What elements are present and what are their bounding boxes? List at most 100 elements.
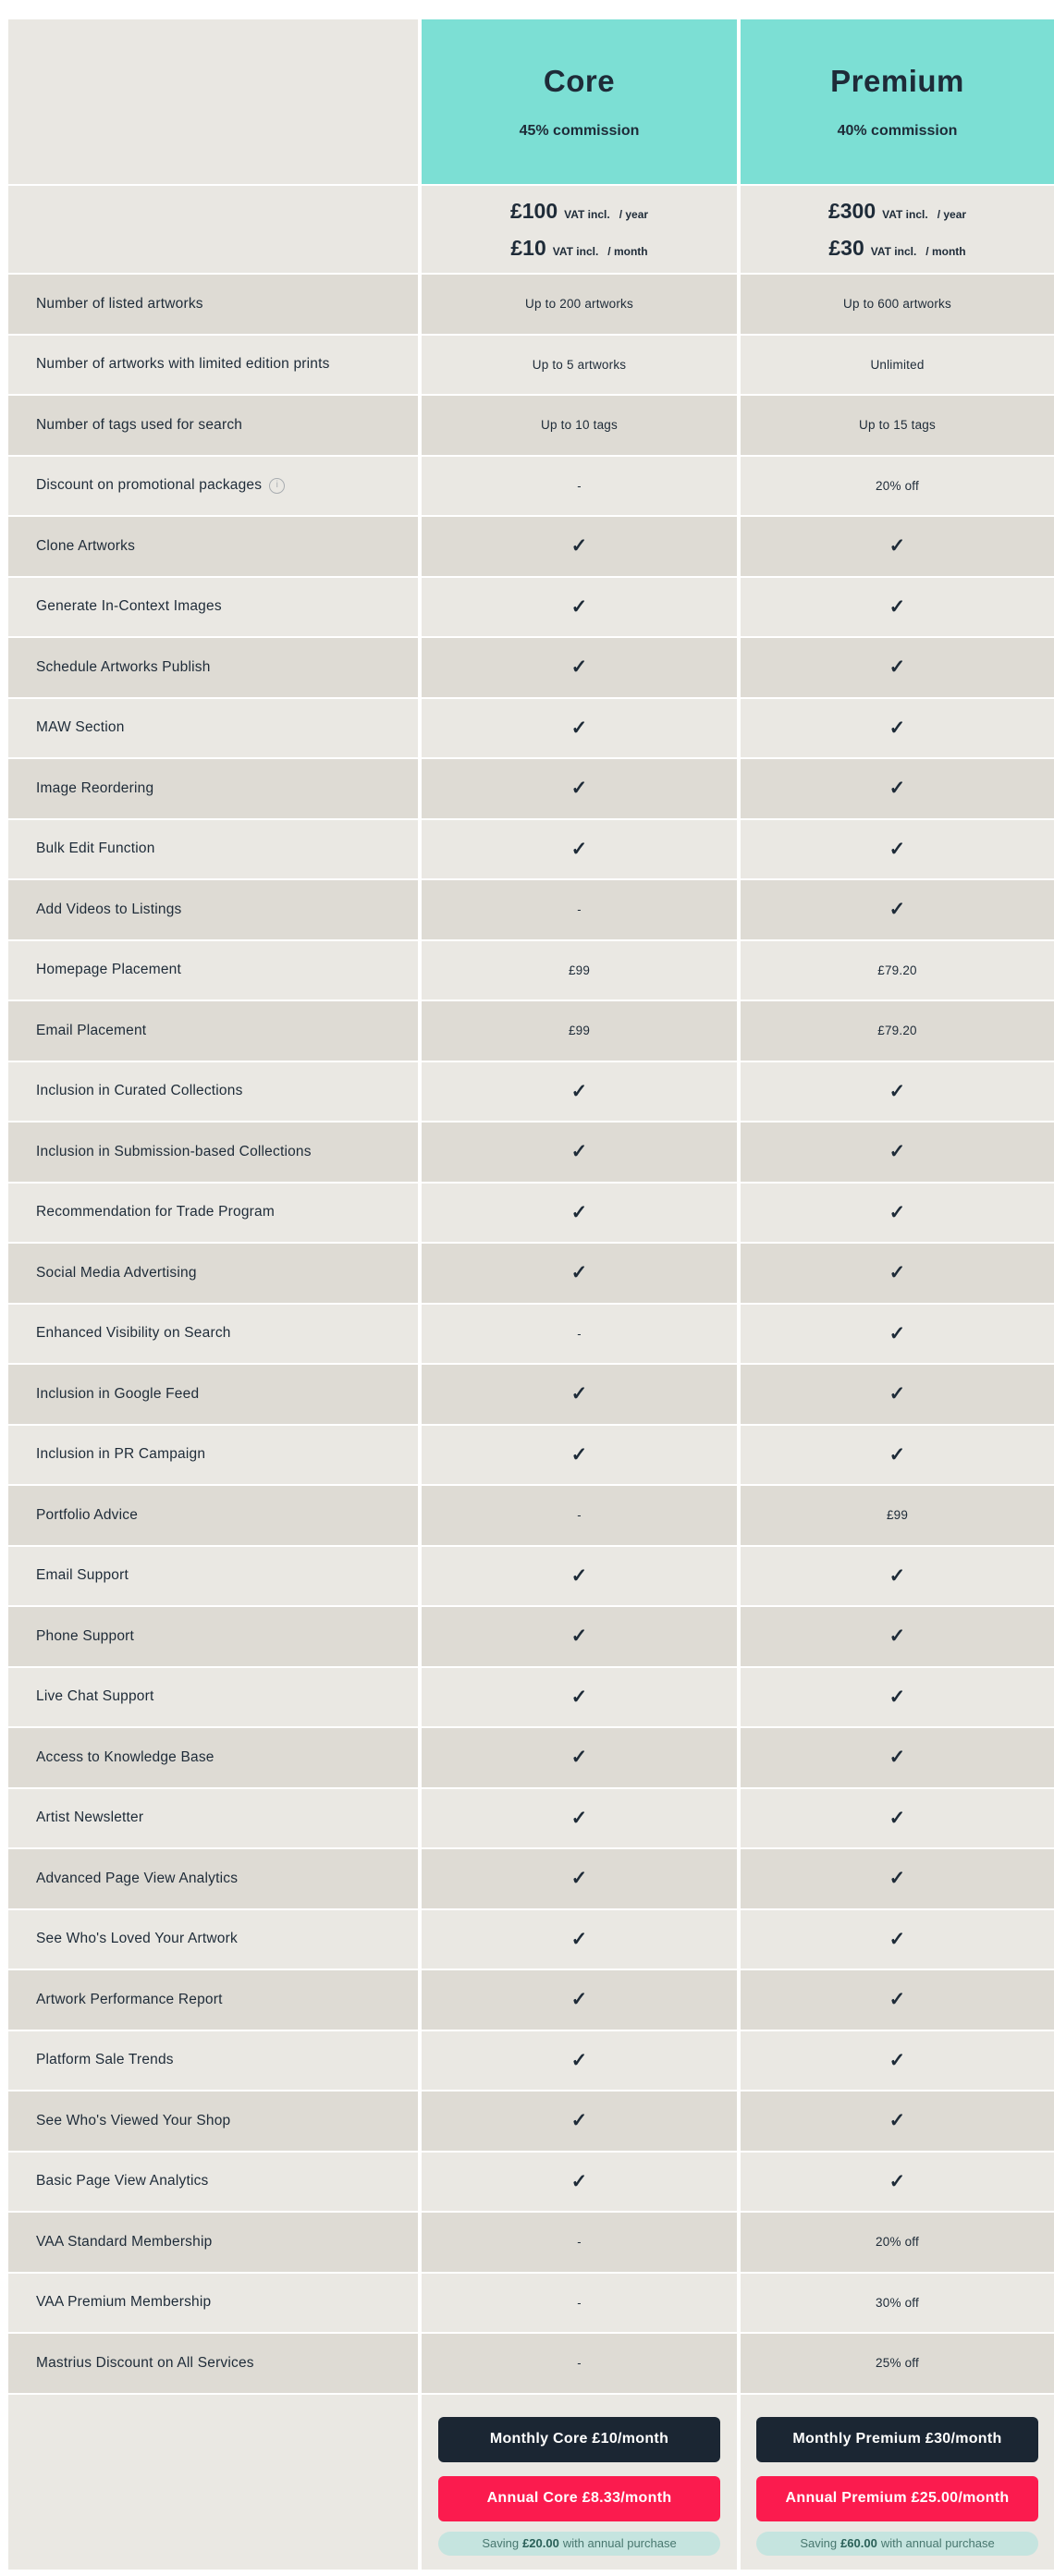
table-row: Number of artworks with limited edition … (8, 335, 1054, 394)
core-value: ✓ (570, 1141, 588, 1163)
feature-label: Email Support (36, 1567, 129, 1584)
feature-label: Schedule Artworks Publish (36, 658, 211, 675)
premium-value-cell: ✓ (741, 1304, 1054, 1363)
premium-value: ✓ (889, 1322, 906, 1344)
table-row: Number of listed artworks Up to 200 artw… (8, 275, 1054, 334)
premium-value-cell: 30% off (741, 2273, 1054, 2332)
core-value: £99 (568, 963, 591, 977)
premium-value: 20% off (876, 478, 919, 493)
core-value: ✓ (570, 1564, 588, 1587)
feature-label-cell: Platform Sale Trends (8, 2030, 418, 2090)
core-value-cell: Up to 200 artworks (422, 275, 737, 334)
core-value: - (577, 902, 582, 917)
feature-label-cell: Number of artworks with limited edition … (8, 335, 418, 394)
premium-value-cell: ✓ (741, 1244, 1054, 1303)
premium-value-cell: ✓ (741, 759, 1054, 818)
premium-value-cell: ✓ (741, 698, 1054, 757)
core-value-cell: Up to 5 artworks (422, 335, 737, 394)
feature-label: Homepage Placement (36, 962, 181, 978)
plan-commission-core: 45% commission (519, 123, 640, 139)
premium-value-cell: ✓ (741, 577, 1054, 636)
feature-label: Inclusion in PR Campaign (36, 1446, 206, 1463)
feature-label: Artist Newsletter (36, 1809, 144, 1826)
annual-core-button[interactable]: Annual Core £8.33/month (438, 2475, 720, 2521)
core-value: ✓ (570, 1080, 588, 1102)
saving-amount: £60.00 (840, 2536, 877, 2550)
premium-value-cell: ✓ (741, 1728, 1054, 1787)
core-value-cell: ✓ (422, 759, 737, 818)
premium-value-cell: ✓ (741, 1849, 1054, 1908)
core-value-cell: ✓ (422, 1425, 737, 1484)
table-row: Access to Knowledge Base ✓ ✓ (8, 1728, 1054, 1787)
feature-label-cell: Image Reordering (8, 759, 418, 818)
feature-label: See Who's Viewed Your Shop (36, 2112, 231, 2128)
price-note: VAT incl. (882, 207, 928, 221)
feature-label: MAW Section (36, 719, 125, 736)
core-value-cell: ✓ (422, 1607, 737, 1666)
plan-header-premium: Premium 40% commission (741, 19, 1054, 184)
table-row: Bulk Edit Function ✓ ✓ (8, 819, 1054, 878)
feature-label-cell: Basic Page View Analytics (8, 2152, 418, 2211)
feature-label-cell: Live Chat Support (8, 1667, 418, 1726)
feature-label: Inclusion in Google Feed (36, 1385, 200, 1402)
feature-label-cell: Inclusion in PR Campaign (8, 1425, 418, 1484)
premium-value: ✓ (889, 535, 906, 558)
core-value-cell: ✓ (422, 1970, 737, 2030)
core-value: ✓ (570, 656, 588, 679)
price-amount: £100 (509, 198, 558, 223)
table-row: Generate In-Context Images ✓ ✓ (8, 577, 1054, 636)
info-icon[interactable]: i (269, 477, 286, 494)
premium-value-cell: 20% off (741, 456, 1054, 515)
cta-row: Monthly Core £10/month Annual Core £8.33… (8, 2394, 1054, 2570)
price-note: VAT incl. (552, 244, 599, 258)
core-value: - (577, 1326, 582, 1341)
monthly-premium-button[interactable]: Monthly Premium £30/month (756, 2416, 1038, 2462)
premium-value-cell: ✓ (741, 1061, 1054, 1121)
feature-label-cell: Homepage Placement (8, 940, 418, 1000)
price-month-core: £10 VAT incl. / month (510, 236, 647, 261)
feature-label-cell: Access to Knowledge Base (8, 1728, 418, 1787)
feature-label: Inclusion in Submission-based Collection… (36, 1143, 312, 1159)
feature-label: Generate In-Context Images (36, 598, 222, 615)
feature-label: See Who's Loved Your Artwork (36, 1931, 238, 1947)
core-value-cell: - (422, 1486, 737, 1545)
saving-suffix: with annual purchase (562, 2536, 677, 2550)
core-value: ✓ (570, 1868, 588, 1890)
plan-commission-premium: 40% commission (837, 123, 958, 139)
premium-value: ✓ (889, 778, 906, 800)
premium-value: ✓ (889, 717, 906, 739)
premium-value: ✓ (889, 1080, 906, 1102)
core-value: ✓ (570, 778, 588, 800)
feature-label: Access to Knowledge Base (36, 1748, 214, 1765)
annual-premium-button[interactable]: Annual Premium £25.00/month (756, 2475, 1038, 2521)
premium-value: 30% off (876, 2295, 919, 2310)
core-value-cell: £99 (422, 940, 737, 1000)
core-value: ✓ (570, 1625, 588, 1648)
monthly-core-button[interactable]: Monthly Core £10/month (438, 2416, 720, 2462)
premium-value-cell: ✓ (741, 1425, 1054, 1484)
core-value-cell: ✓ (422, 1365, 737, 1424)
feature-label-cell: Artwork Performance Report (8, 1970, 418, 2030)
table-row: Basic Page View Analytics ✓ ✓ (8, 2152, 1054, 2211)
table-row: VAA Standard Membership - 20% off (8, 2213, 1054, 2272)
feature-label: Enhanced Visibility on Search (36, 1325, 231, 1342)
core-value-cell: ✓ (422, 517, 737, 576)
feature-label: Number of tags used for search (36, 416, 243, 433)
premium-value-cell: ✓ (741, 1909, 1054, 1969)
premium-value: ✓ (889, 1201, 906, 1223)
premium-value-cell: 25% off (741, 2334, 1054, 2393)
price-period: / year (937, 207, 967, 221)
feature-label: Bulk Edit Function (36, 840, 155, 857)
price-amount: £300 (827, 198, 876, 223)
premium-value-cell: ✓ (741, 1122, 1054, 1182)
saving-badge-core: Saving £20.00 with annual purchase (438, 2531, 720, 2556)
feature-label: Platform Sale Trends (36, 2052, 174, 2068)
feature-label: Clone Artworks (36, 537, 136, 554)
price-period: / year (619, 207, 649, 221)
feature-label: Artwork Performance Report (36, 1991, 223, 2007)
table-row: Inclusion in Curated Collections ✓ ✓ (8, 1061, 1054, 1121)
table-row: Inclusion in PR Campaign ✓ ✓ (8, 1425, 1054, 1484)
core-value-cell: ✓ (422, 1667, 737, 1726)
core-value: - (577, 2235, 582, 2250)
